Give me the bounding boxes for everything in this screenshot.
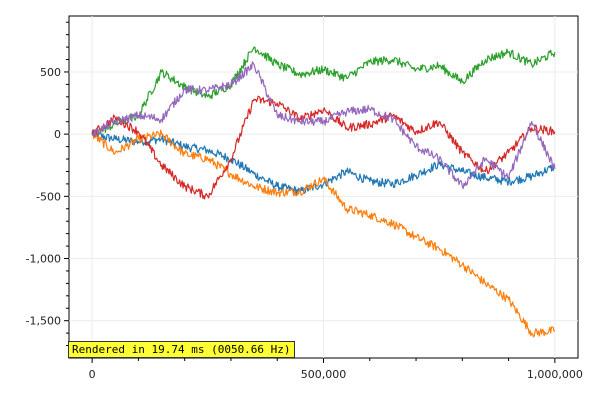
y-tick-label: -500 (36, 190, 61, 203)
series-line-5 (91, 61, 556, 190)
render-time-badge: Rendered in 19.74 ms (0050.66 Hz) (68, 341, 295, 358)
x-tick-label: 0 (89, 368, 96, 381)
y-tick-label: 0 (54, 128, 61, 141)
x-tick-label: 500,000 (301, 368, 347, 381)
series-lines (91, 46, 556, 338)
series-line-1 (91, 129, 556, 196)
series-line-3 (91, 46, 556, 137)
y-tick-label: -1,000 (26, 253, 61, 266)
axes: 0 500,000 1,000,000 500 0 -500 -1,000 -1,500 (26, 21, 583, 381)
y-tick-label: -1,500 (26, 315, 61, 328)
y-tick-label: 500 (40, 66, 61, 79)
series-line-2 (91, 129, 556, 338)
x-tick-label: 1,000,000 (527, 368, 583, 381)
